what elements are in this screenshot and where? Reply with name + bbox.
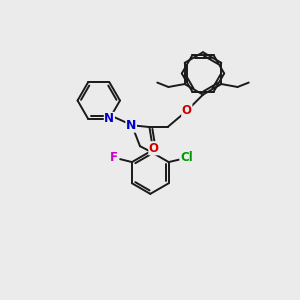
Text: O: O [182, 104, 192, 117]
Text: N: N [126, 119, 136, 132]
Text: N: N [104, 112, 114, 125]
Text: O: O [149, 142, 159, 155]
Text: F: F [110, 151, 118, 164]
Text: Cl: Cl [180, 151, 193, 164]
